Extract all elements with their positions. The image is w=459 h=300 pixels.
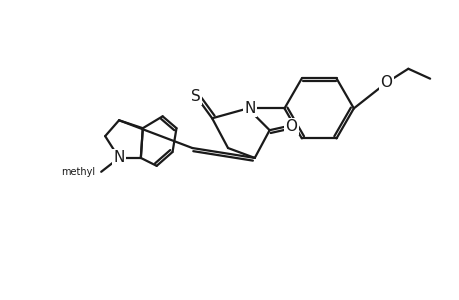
Text: O: O: [285, 119, 297, 134]
Text: methyl: methyl: [61, 167, 95, 177]
Text: S: S: [191, 89, 201, 104]
Text: N: N: [244, 101, 255, 116]
Text: O: O: [380, 75, 392, 90]
Text: N: N: [113, 150, 124, 165]
